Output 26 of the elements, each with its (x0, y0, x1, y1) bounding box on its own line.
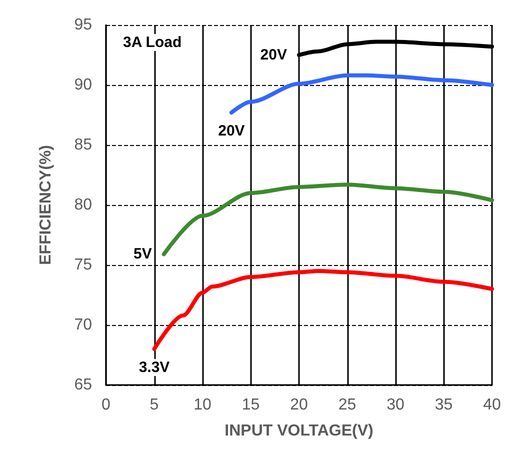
series-label: 5V (134, 246, 152, 263)
y-tick-label: 90 (74, 76, 92, 94)
y-tick-label: 70 (74, 316, 92, 334)
y-tick-label: 95 (74, 16, 92, 34)
x-tick-label: 10 (194, 396, 212, 414)
x-tick-label: 0 (102, 396, 111, 414)
line-series (162, 182, 494, 256)
x-tick-label: 5 (150, 396, 159, 414)
x-tick-label: 40 (483, 396, 501, 414)
y-tick-label: 80 (74, 196, 92, 214)
y-axis-title: EFFICIENCY(%) (38, 145, 54, 265)
series-label: 3.3V (138, 359, 170, 376)
y-tick-label: 85 (74, 136, 92, 154)
annotation: 3A Load (123, 34, 182, 51)
series-label: 20V (260, 46, 287, 64)
x-tick-label: 20 (290, 396, 308, 414)
line-series (229, 73, 494, 115)
x-tick-label: 35 (434, 396, 453, 414)
line-series (152, 269, 494, 351)
x-tick-label: 30 (386, 396, 404, 414)
y-tick-label: 75 (74, 256, 92, 274)
y-tick-label: 65 (74, 376, 92, 394)
x-tick-label: 15 (242, 396, 260, 414)
x-axis-title: INPUT VOLTAGE(V) (224, 422, 374, 440)
series-label: 20V (218, 122, 245, 140)
x-tick-label: 25 (338, 396, 356, 414)
